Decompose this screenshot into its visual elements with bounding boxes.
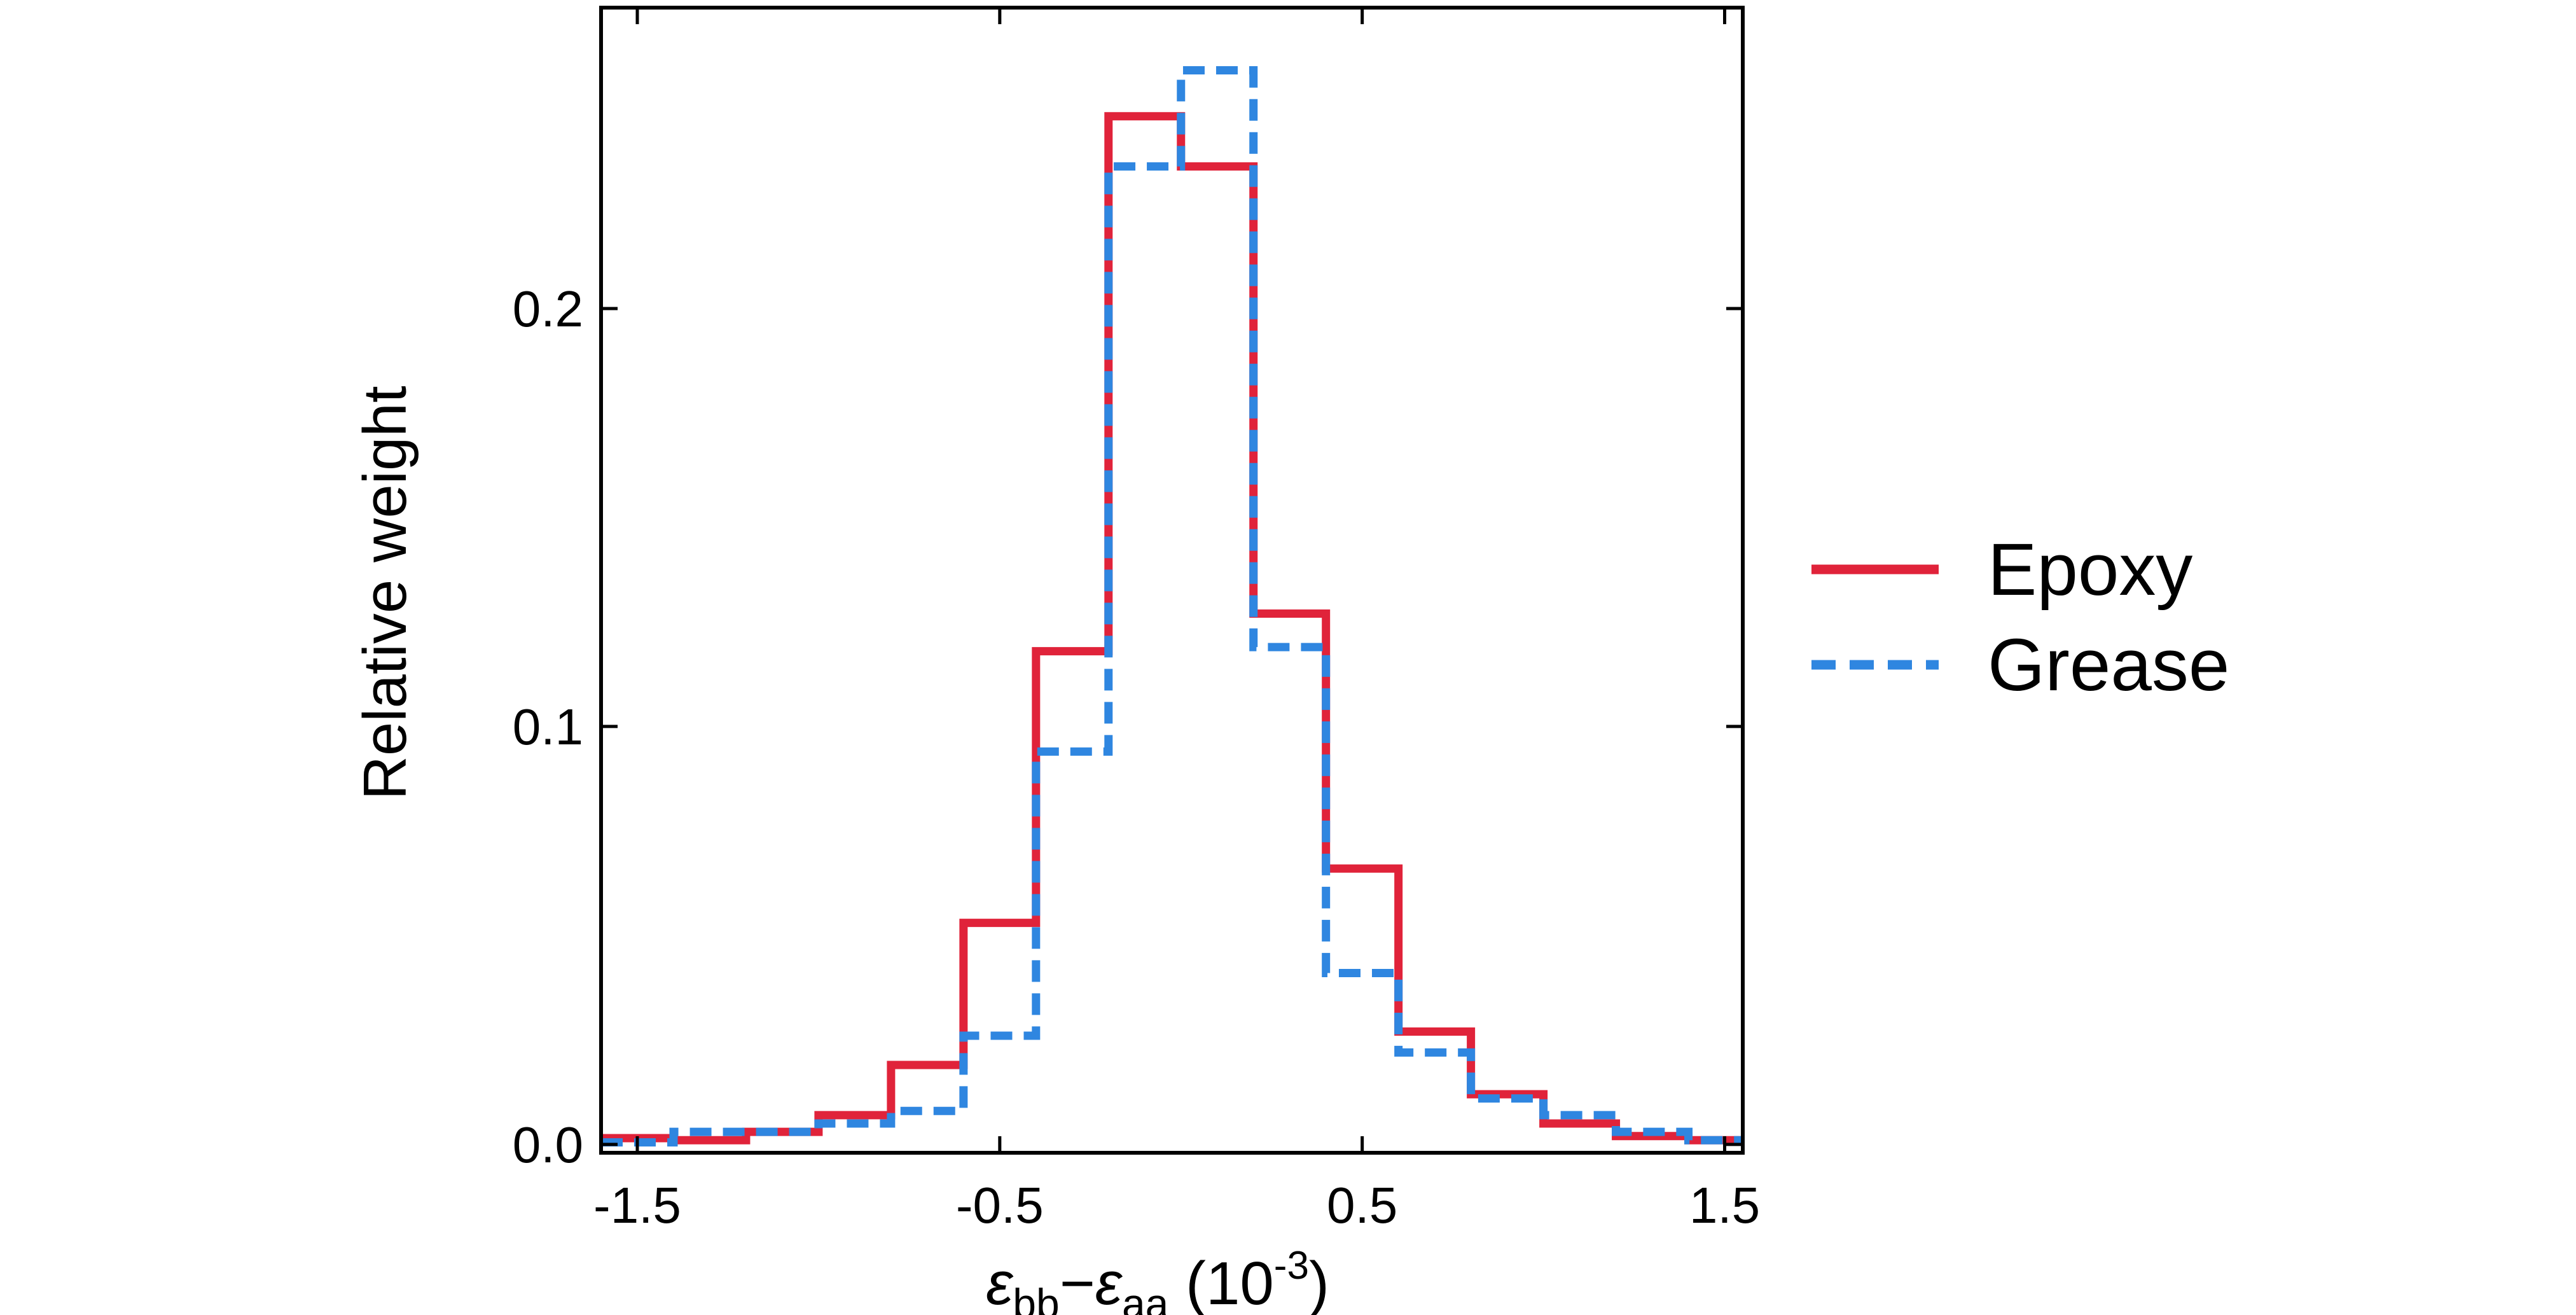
x-label-epsilon-1: ε: [986, 1249, 1014, 1315]
x-label-subscript-aa: aa: [1122, 1280, 1169, 1315]
y-axis-label: Relative weight: [351, 386, 419, 800]
x-label-subscript-bb: bb: [1013, 1280, 1059, 1315]
x-tick-label: 1.5: [1689, 1177, 1760, 1234]
x-label-minus: −: [1060, 1249, 1095, 1315]
legend-label-epoxy: Epoxy: [1988, 528, 2192, 611]
legend: Epoxy Grease: [1811, 528, 2229, 706]
x-label-epsilon-2: ε: [1095, 1249, 1123, 1315]
x-axis-label: εbb−εaa (10-3): [986, 1244, 1329, 1315]
series-epoxy-line: [601, 112, 1743, 1145]
series-grease-line: [601, 66, 1743, 1147]
y-tick-label: 0.1: [513, 699, 583, 755]
x-label-unit-open: (10: [1168, 1249, 1273, 1315]
x-label-unit-exponent: -3: [1274, 1244, 1309, 1288]
x-tick-label: 0.5: [1327, 1177, 1397, 1234]
y-tick-label: 0.2: [513, 281, 583, 337]
y-tick-label: 0.0: [513, 1117, 583, 1173]
x-tick-label: -0.5: [956, 1177, 1044, 1234]
plot-frame: [599, 6, 1745, 1155]
ticks-layer: -1.5 -0.5 0.5 1.5 0.0 0.1 0.2: [513, 8, 1760, 1234]
series-layer: [601, 66, 1743, 1147]
x-tick-label: -1.5: [593, 1177, 681, 1234]
legend-label-grease: Grease: [1988, 623, 2229, 706]
x-label-unit-close: ): [1309, 1249, 1329, 1315]
